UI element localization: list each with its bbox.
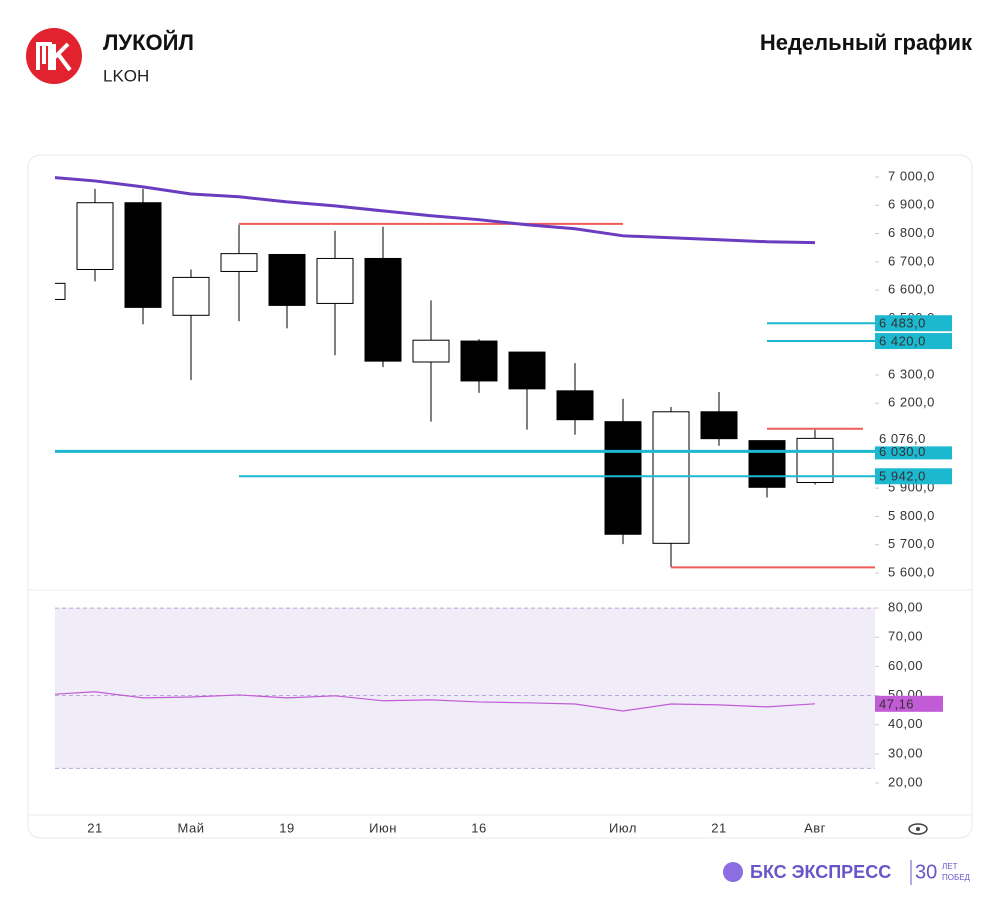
candle-body — [76, 202, 114, 270]
candle-body — [412, 339, 450, 363]
candle-body — [172, 276, 210, 316]
price-label-box — [875, 443, 952, 460]
price-label: 6 420,0 — [879, 333, 926, 348]
price-label-box — [875, 333, 952, 350]
rsi-line — [55, 691, 816, 712]
slogan-bottom: ПОБЕД — [942, 873, 971, 882]
current-price-label: 6 076,0 — [879, 431, 926, 446]
plot-area — [55, 176, 875, 769]
price-label: 6 483,0 — [879, 316, 926, 331]
y-tick-label: 6 900,0 — [888, 197, 935, 212]
x-tick-label: Июл — [609, 820, 637, 835]
candle-body — [124, 202, 162, 308]
price-label-box — [875, 468, 952, 485]
company-name: ЛУКОЙЛ — [103, 30, 194, 55]
x-tick-label: 19 — [279, 820, 294, 835]
y-tick-label: 60,00 — [888, 658, 923, 673]
overlay: 7 000,06 900,06 800,06 700,06 600,06 500… — [87, 168, 952, 835]
y-tick-label: 5 600,0 — [888, 564, 935, 579]
y-tick-label: 6 600,0 — [888, 282, 935, 297]
x-tick-label: 21 — [87, 820, 102, 835]
y-tick-label: 7 000,0 — [888, 168, 935, 183]
candle-body — [220, 253, 258, 272]
candle-body — [268, 253, 306, 306]
price-label: 5 942,0 — [879, 469, 926, 484]
brand: БКС ЭКСПРЕСС — [750, 862, 891, 882]
price-label: 6 030,0 — [879, 444, 926, 459]
period: Недельный график — [760, 30, 973, 55]
y-tick-label: 6 800,0 — [888, 225, 935, 240]
x-tick-label: Авг — [804, 820, 826, 835]
rsi-label-box — [875, 695, 943, 712]
y-tick-label: 6 200,0 — [888, 395, 935, 410]
candle-body — [364, 257, 402, 362]
y-tick-label: 5 800,0 — [888, 508, 935, 523]
candle-body — [796, 437, 834, 483]
x-tick-label: 21 — [711, 820, 726, 835]
y-tick-label: 20,00 — [888, 774, 923, 789]
candle-body — [652, 411, 690, 544]
brand-logo — [723, 862, 743, 882]
x-tick-label: 16 — [471, 820, 486, 835]
candle-body — [556, 390, 594, 421]
y-tick-label: 5 700,0 — [888, 536, 935, 551]
settings-icon[interactable] — [908, 823, 928, 835]
current-price-box — [875, 430, 952, 447]
ticker: LKOH — [103, 66, 149, 85]
moving-average — [55, 176, 816, 245]
candle-body — [508, 351, 546, 390]
logo-mark — [36, 42, 72, 72]
candle-body — [604, 421, 642, 535]
candle-body — [748, 440, 786, 488]
candle-body — [316, 257, 354, 304]
y-tick-label: 6 300,0 — [888, 366, 935, 381]
y-tick-label: 6 700,0 — [888, 253, 935, 268]
years: 30 — [915, 861, 937, 883]
settings-icon-dot[interactable] — [916, 827, 920, 831]
slogan-top: ЛЕТ — [942, 862, 958, 871]
y-tick-label: 40,00 — [888, 716, 923, 731]
x-tick-label: Май — [178, 820, 205, 835]
x-tick-label: Июн — [369, 820, 397, 835]
candle-body — [55, 282, 66, 300]
price-label-box — [875, 315, 952, 332]
y-tick-label: 80,00 — [888, 600, 923, 615]
y-tick-label: 30,00 — [888, 745, 923, 760]
y-tick-label: 70,00 — [888, 629, 923, 644]
candle-body — [460, 340, 498, 382]
rsi-label: 47,16 — [879, 696, 914, 711]
rsi-band — [55, 608, 875, 769]
candle-body — [700, 411, 738, 440]
